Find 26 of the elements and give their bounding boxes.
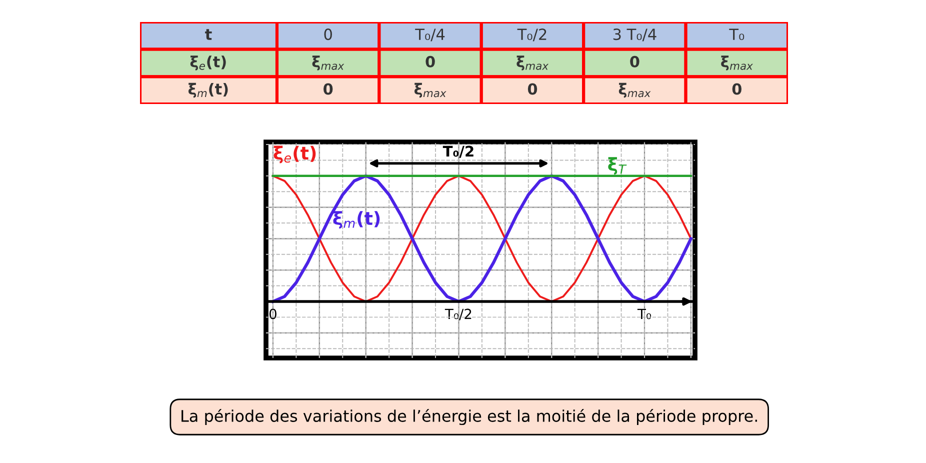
text: 0: [630, 56, 640, 68]
text: ξ$_{max}$: [516, 56, 549, 70]
text: ξ$_{max}$: [721, 56, 753, 70]
text: T₀/2: [517, 28, 546, 42]
text: 0: [324, 83, 333, 95]
text: t: [205, 29, 212, 40]
text: ξ$_{max}$: [312, 56, 344, 70]
series-label: ξ$_{e}$(t): [274, 146, 316, 164]
x-tick-label: T₀: [637, 308, 652, 320]
x-tick-label: 0: [269, 308, 276, 320]
text: 0: [528, 83, 538, 95]
text: La période des variations de l’énergie est la moitié de la période propre.: [182, 408, 757, 426]
text: T₀/2: [442, 146, 474, 158]
series-label: ξ$_{T}$: [608, 157, 627, 175]
text: T₀: [729, 28, 744, 40]
series-label: ξ$_{m}$(t): [333, 211, 380, 229]
x-tick-label: T₀/2: [444, 308, 472, 320]
text: T₀/4: [415, 28, 445, 42]
text: 0: [732, 83, 742, 95]
text: ξ$_{e}$(t): [190, 56, 226, 70]
text: ξ$_{max}$: [618, 82, 651, 98]
text: 0: [426, 56, 435, 68]
text: ξ$_{m}$(t): [188, 82, 228, 98]
text: 0: [324, 28, 332, 40]
text: ξ$_{max}$: [414, 82, 446, 98]
text: 3 T₀/4: [613, 28, 656, 42]
